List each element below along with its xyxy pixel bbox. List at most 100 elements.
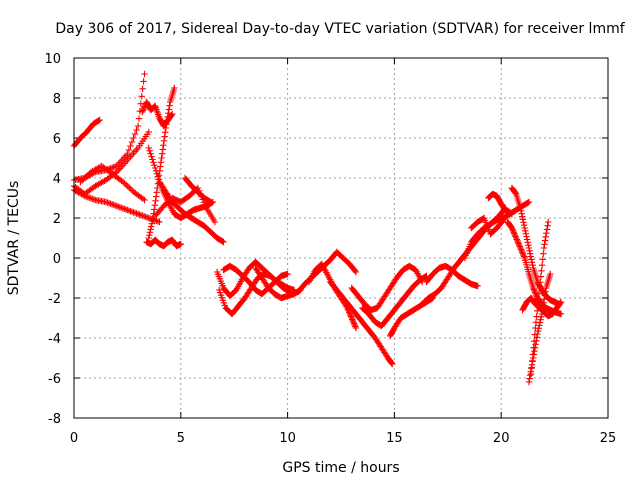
data-point bbox=[140, 104, 148, 111]
data-point bbox=[515, 240, 522, 247]
data-point bbox=[541, 295, 548, 303]
data-point bbox=[543, 226, 551, 233]
data-point bbox=[531, 289, 539, 296]
series-track-3 bbox=[70, 128, 152, 198]
series-track-8 bbox=[143, 236, 184, 250]
data-point bbox=[538, 261, 546, 269]
data-point bbox=[520, 251, 527, 259]
plot-frame bbox=[73, 57, 609, 419]
data-point bbox=[149, 217, 156, 225]
data-point bbox=[110, 201, 117, 209]
data-point bbox=[158, 150, 166, 157]
data-point bbox=[162, 129, 169, 136]
data-point bbox=[151, 206, 158, 213]
data-point bbox=[141, 70, 148, 78]
data-point bbox=[536, 322, 543, 329]
data-point bbox=[163, 121, 170, 128]
data-point bbox=[110, 163, 117, 171]
y-tick-label: -4 bbox=[48, 332, 61, 347]
series-track-32 bbox=[519, 294, 565, 320]
data-point bbox=[509, 227, 517, 235]
data-point bbox=[113, 202, 120, 210]
data-point bbox=[522, 230, 530, 237]
data-point bbox=[219, 238, 226, 245]
data-point bbox=[531, 331, 538, 338]
data-point bbox=[530, 284, 537, 292]
series-track-2 bbox=[70, 70, 148, 184]
data-point bbox=[118, 204, 125, 211]
data-point bbox=[160, 141, 167, 149]
data-point bbox=[347, 313, 355, 320]
series-track-18 bbox=[305, 260, 360, 332]
data-point bbox=[157, 159, 165, 166]
data-point bbox=[102, 198, 110, 206]
data-point bbox=[349, 316, 356, 323]
data-point bbox=[130, 209, 137, 216]
y-tick-label: 0 bbox=[53, 252, 61, 267]
data-point bbox=[524, 239, 531, 246]
data-point bbox=[542, 288, 549, 295]
series-track-1 bbox=[70, 116, 103, 150]
data-point bbox=[115, 203, 122, 210]
data-point bbox=[87, 195, 94, 202]
data-point bbox=[125, 207, 133, 214]
data-point bbox=[153, 170, 161, 177]
data-point bbox=[519, 213, 526, 220]
y-tick-label: 4 bbox=[53, 172, 61, 187]
data-point bbox=[122, 181, 130, 189]
data-point bbox=[138, 93, 145, 100]
data-point bbox=[514, 237, 521, 245]
x-tick-label: 0 bbox=[70, 431, 78, 446]
data-point bbox=[544, 218, 552, 226]
data-point bbox=[422, 273, 429, 280]
data-point bbox=[348, 314, 355, 322]
data-point bbox=[119, 205, 127, 212]
y-axis-label: SDTVAR / TECUs bbox=[6, 181, 22, 296]
data-point bbox=[133, 210, 140, 217]
data-point bbox=[518, 247, 525, 255]
series-track-7 bbox=[145, 84, 178, 242]
y-tick-label: -6 bbox=[48, 372, 61, 387]
data-point bbox=[95, 117, 102, 124]
data-point bbox=[207, 198, 214, 206]
data-point bbox=[532, 324, 539, 332]
data-point bbox=[532, 319, 540, 326]
data-point bbox=[169, 110, 176, 118]
series-track-27 bbox=[485, 190, 516, 218]
data-point bbox=[521, 224, 528, 232]
data-point bbox=[116, 203, 123, 211]
data-point bbox=[202, 201, 209, 209]
series-track-12 bbox=[181, 174, 214, 206]
data-point bbox=[151, 201, 159, 209]
data-point bbox=[108, 201, 116, 208]
data-point bbox=[139, 212, 146, 219]
data-point bbox=[137, 211, 145, 219]
data-point bbox=[157, 163, 164, 170]
data-point bbox=[527, 253, 534, 260]
data-point bbox=[127, 185, 134, 193]
data-point bbox=[86, 194, 93, 201]
data-point bbox=[139, 195, 147, 203]
data-point bbox=[131, 130, 139, 138]
data-point bbox=[519, 216, 527, 223]
data-point bbox=[83, 193, 90, 200]
data-point bbox=[512, 234, 520, 242]
data-point bbox=[526, 250, 534, 257]
data-point bbox=[349, 317, 357, 325]
data-point bbox=[139, 85, 146, 93]
data-point bbox=[557, 310, 565, 318]
data-point bbox=[537, 279, 544, 286]
data-point bbox=[520, 221, 528, 229]
data-point bbox=[525, 244, 533, 252]
data-point bbox=[89, 195, 96, 203]
data-point bbox=[146, 231, 153, 239]
data-point bbox=[77, 178, 84, 186]
data-point bbox=[525, 198, 533, 206]
series-track-23 bbox=[423, 262, 481, 290]
x-tick-label: 10 bbox=[279, 431, 296, 446]
data-point bbox=[80, 175, 87, 183]
data-point bbox=[557, 298, 565, 306]
data-point bbox=[530, 337, 538, 345]
data-point bbox=[518, 210, 525, 217]
data-point bbox=[148, 223, 155, 230]
